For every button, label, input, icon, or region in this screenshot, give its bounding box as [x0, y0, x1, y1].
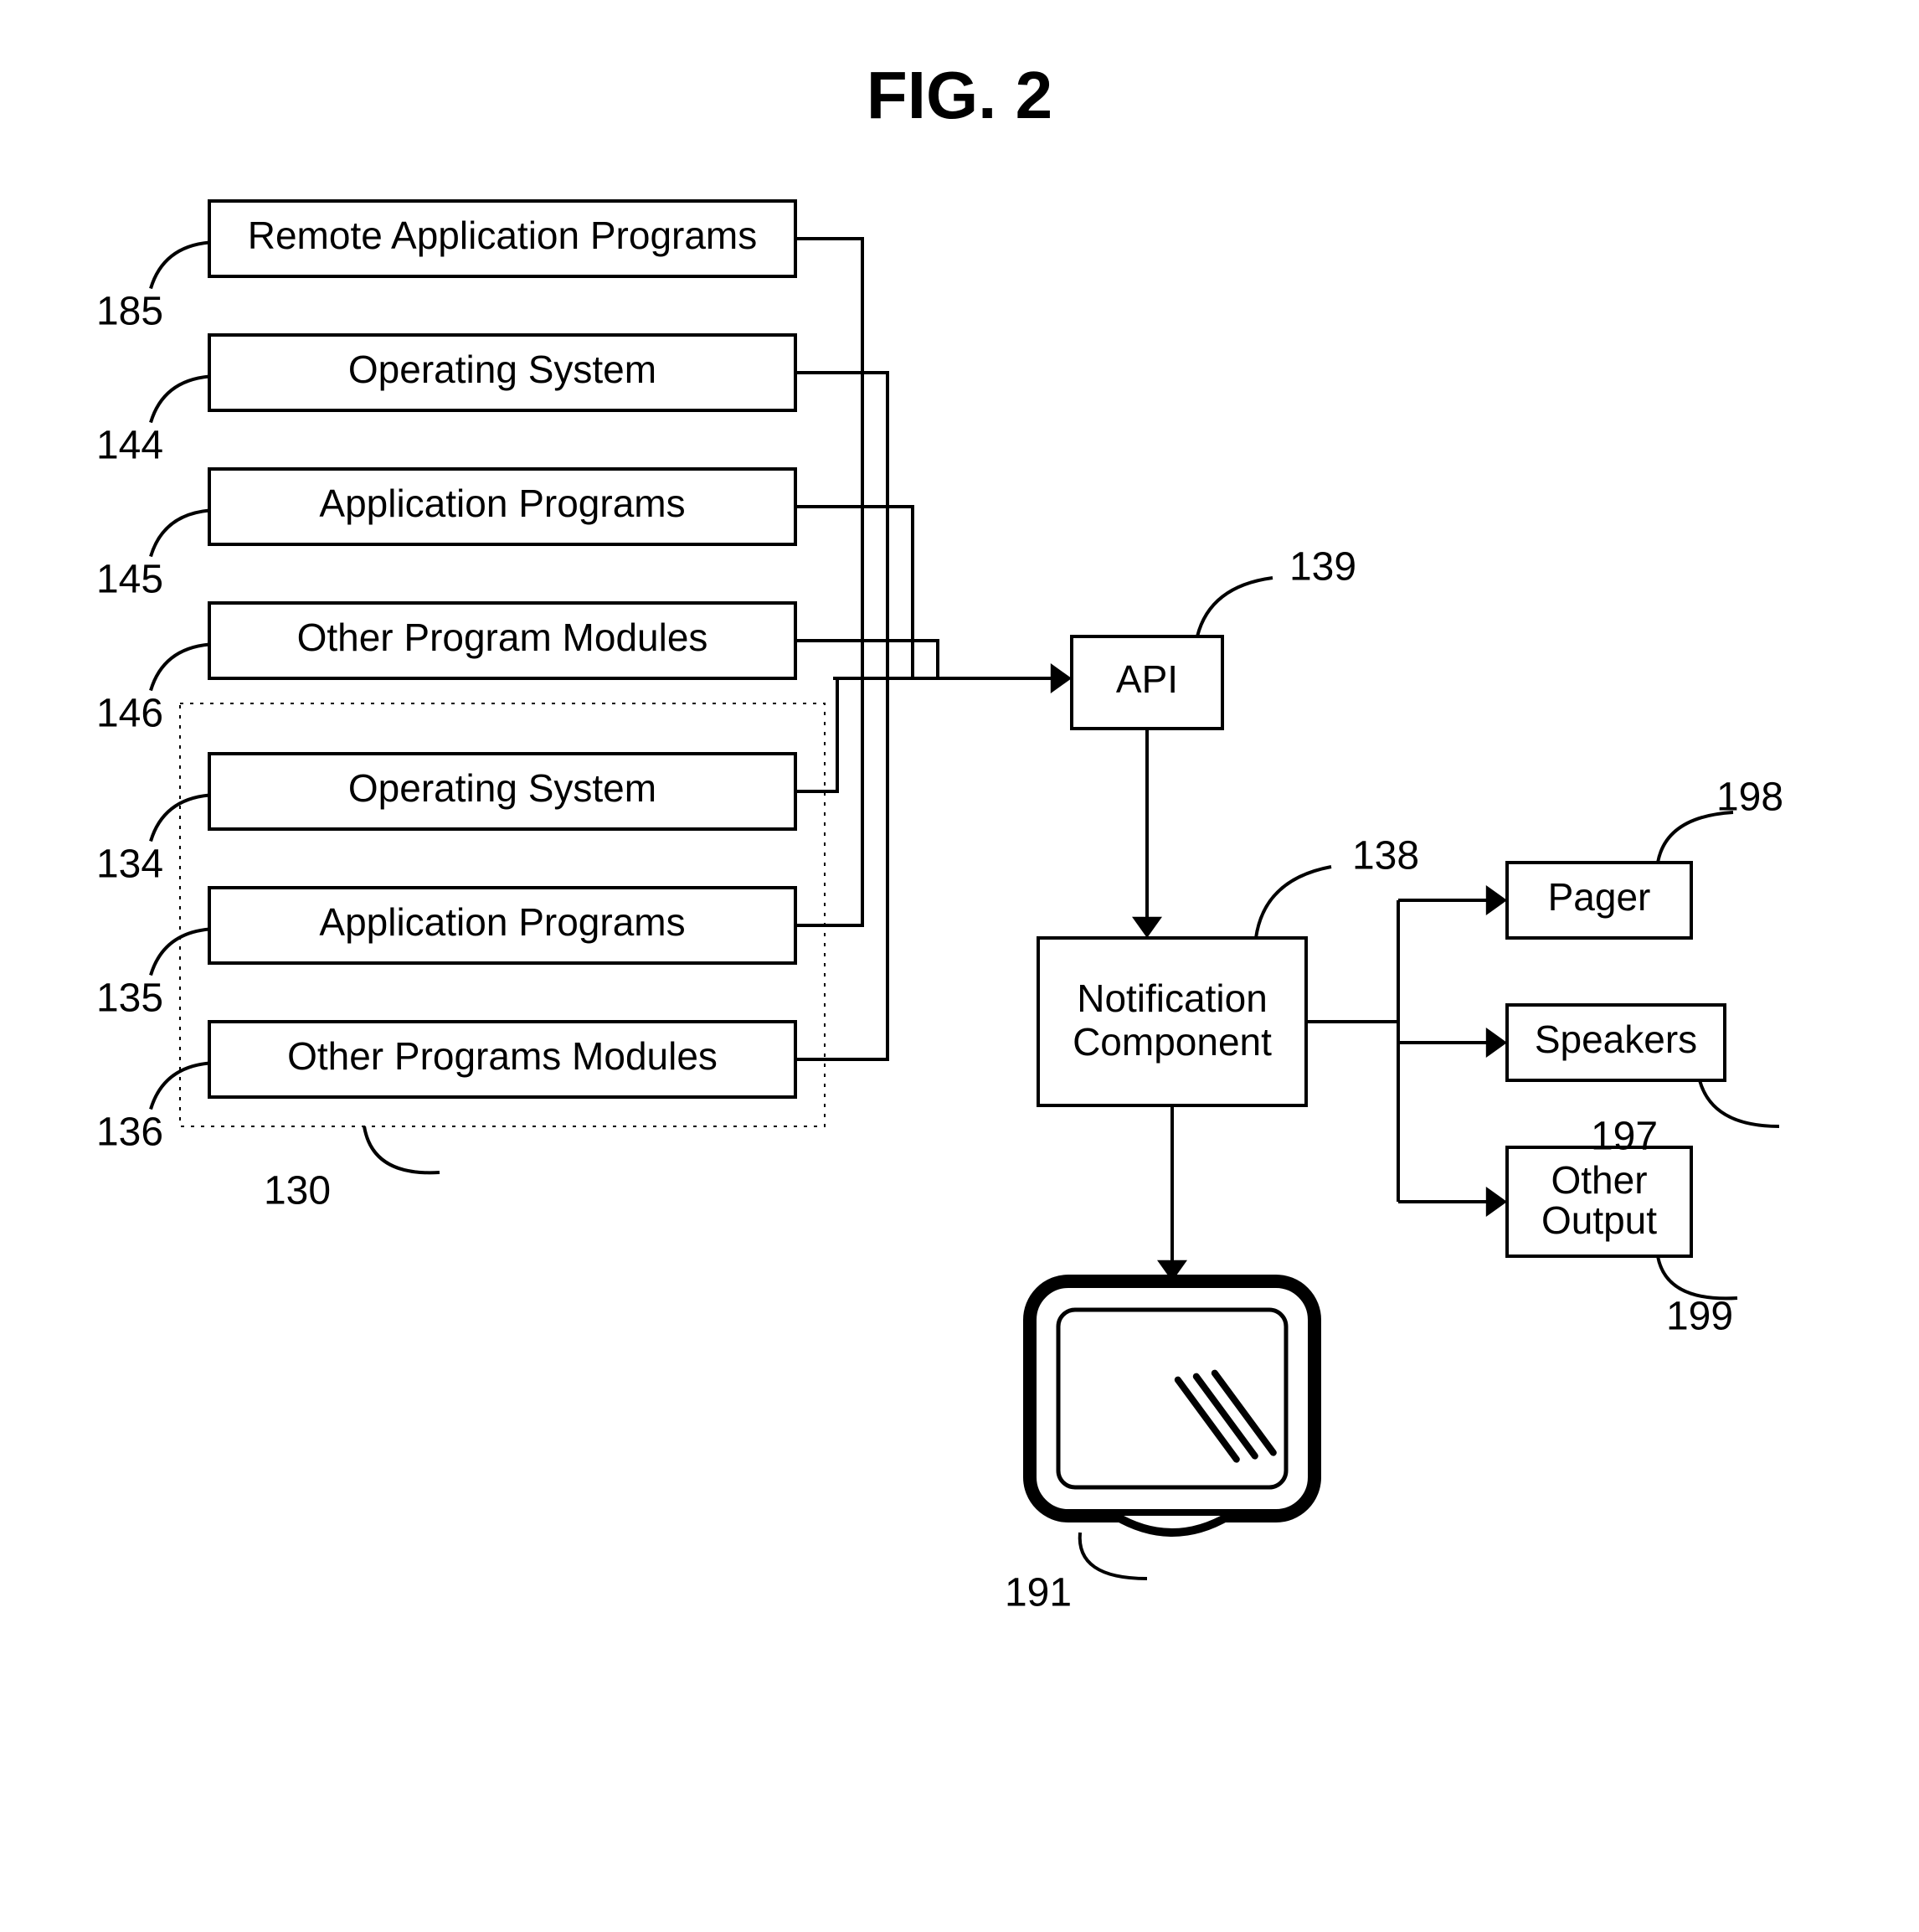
label-api: API: [1116, 657, 1178, 701]
figure-2-diagram: FIG. 2 130 Remote Application Programs 185 O…: [0, 0, 1919, 1932]
ref-num: 144: [96, 424, 163, 468]
figure-title: FIG. 2: [867, 58, 1052, 132]
label-notif-1: Notification: [1077, 976, 1268, 1020]
label-opm-outer: Other Program Modules: [297, 616, 708, 659]
label-os-inner: Operating System: [348, 766, 656, 810]
ref-num: 135: [96, 976, 163, 1021]
ref-num: 191: [1005, 1571, 1072, 1615]
monitor-icon: [1030, 1281, 1314, 1533]
label-other-2: Output: [1541, 1198, 1657, 1242]
ref-num: 136: [96, 1110, 163, 1155]
ref-num: 185: [96, 290, 163, 334]
ref-num: 138: [1352, 834, 1419, 878]
ref-num: 134: [96, 842, 163, 887]
ref-num: 197: [1591, 1115, 1658, 1159]
label-opm-inner: Other Programs Modules: [287, 1034, 718, 1078]
label-other-1: Other: [1551, 1158, 1647, 1202]
label-pager: Pager: [1548, 875, 1651, 919]
label-remote-app: Remote Application Programs: [248, 214, 758, 257]
ref-num: 198: [1716, 775, 1783, 820]
label-notif-2: Component: [1073, 1020, 1272, 1064]
label-app-outer: Application Programs: [319, 482, 685, 525]
ref-num: 145: [96, 558, 163, 602]
ref-num: 139: [1289, 545, 1356, 590]
label-os-outer: Operating System: [348, 348, 656, 391]
label-speakers: Speakers: [1535, 1018, 1697, 1061]
ref-num: 199: [1666, 1295, 1733, 1339]
ref-num: 146: [96, 692, 163, 736]
label-app-inner: Application Programs: [319, 900, 685, 944]
ref-num: 130: [264, 1169, 331, 1213]
